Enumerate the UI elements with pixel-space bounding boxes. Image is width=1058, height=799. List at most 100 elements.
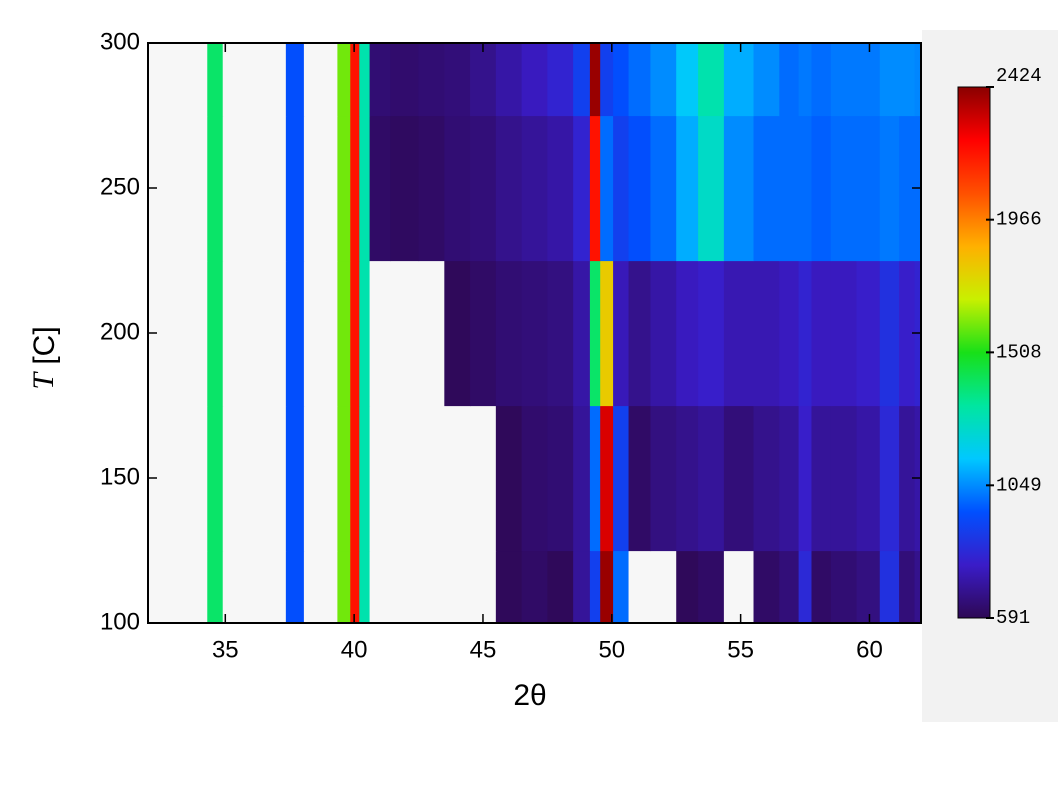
- heat-cell: [779, 260, 800, 407]
- heat-cell: [444, 43, 471, 117]
- heat-cell: [899, 550, 916, 624]
- x-tick-label: 50: [598, 636, 625, 663]
- heat-cell: [676, 43, 699, 117]
- heat-cell: [390, 43, 420, 117]
- heat-cell: [350, 43, 360, 117]
- heat-cell: [369, 405, 391, 552]
- heat-cell: [160, 260, 188, 407]
- heat-cell: [879, 115, 900, 262]
- heat-cell: [186, 550, 208, 624]
- heat-cell: [899, 43, 916, 117]
- heat-cell: [359, 43, 371, 117]
- heat-cell: [753, 43, 780, 117]
- heat-cell: [676, 405, 699, 552]
- y-tick-label: 200: [100, 318, 140, 345]
- heat-cell: [899, 260, 916, 407]
- heat-cell: [160, 115, 188, 262]
- heat-cell: [337, 550, 351, 624]
- heat-cell: [779, 43, 800, 117]
- heat-cell: [222, 43, 242, 117]
- heat-cell: [628, 405, 652, 552]
- heat-cell: [263, 405, 287, 552]
- heat-cell: [418, 43, 445, 117]
- heat-cell: [495, 405, 523, 552]
- heat-cell: [521, 260, 548, 407]
- y-tick-label: 150: [100, 463, 140, 490]
- heat-cell: [879, 43, 900, 117]
- heat-cell: [222, 115, 242, 262]
- heat-cell: [698, 550, 725, 624]
- heat-cell: [240, 115, 265, 262]
- heat-cell: [350, 115, 360, 262]
- heat-cell: [723, 43, 755, 117]
- y-tick-label: 250: [100, 173, 140, 200]
- heat-cell: [390, 260, 420, 407]
- heat-cell: [628, 260, 652, 407]
- heat-cell: [723, 115, 755, 262]
- heat-cell: [222, 260, 242, 407]
- colorbar: [957, 86, 991, 619]
- heat-cell: [303, 550, 322, 624]
- heat-cell: [303, 260, 322, 407]
- heat-cell: [650, 115, 677, 262]
- heat-cell: [811, 405, 832, 552]
- heat-cell: [470, 260, 497, 407]
- axes: 35 40 45 50 55 60 100 150 200 250 300: [100, 28, 921, 663]
- heat-cell: [650, 43, 677, 117]
- heat-cell: [285, 115, 305, 262]
- heat-cell: [240, 405, 265, 552]
- heat-cell: [369, 550, 391, 624]
- heat-cell: [350, 550, 360, 624]
- heat-cell: [160, 43, 188, 117]
- heat-cell: [830, 405, 858, 552]
- y-tick-label: 100: [100, 608, 140, 635]
- heat-cell: [285, 405, 305, 552]
- heat-cell: [830, 43, 858, 117]
- heat-cell: [495, 115, 523, 262]
- x-tick-label: 45: [470, 636, 497, 663]
- heat-cell: [753, 260, 780, 407]
- heat-cell: [856, 260, 881, 407]
- heat-cell: [418, 550, 445, 624]
- heat-cell: [811, 115, 832, 262]
- heat-cell: [600, 115, 614, 262]
- heat-cell: [359, 405, 371, 552]
- heat-cell: [856, 43, 881, 117]
- heat-cell: [779, 550, 800, 624]
- heat-cell: [320, 550, 338, 624]
- heat-cell: [589, 260, 601, 407]
- heat-cell: [723, 550, 755, 624]
- heat-cell: [521, 550, 548, 624]
- heat-cell: [521, 43, 548, 117]
- heat-cell: [240, 43, 265, 117]
- x-tick-label: 40: [341, 636, 368, 663]
- y-axis-label-unit: [C]: [28, 326, 61, 373]
- heat-cell: [879, 550, 900, 624]
- heat-cell: [359, 550, 371, 624]
- heat-cell: [779, 405, 800, 552]
- heat-cell: [240, 550, 265, 624]
- heat-cell: [390, 115, 420, 262]
- heat-cell: [186, 405, 208, 552]
- heat-cell: [798, 43, 813, 117]
- heat-cell: [303, 43, 322, 117]
- y-axis-label-symbol: T: [27, 371, 60, 390]
- heat-cell: [676, 115, 699, 262]
- heat-cell: [830, 550, 858, 624]
- heat-cell: [369, 43, 391, 117]
- heat-cell: [798, 260, 813, 407]
- heat-cell: [350, 260, 360, 407]
- plot-frame: [147, 42, 922, 624]
- heat-cell: [811, 260, 832, 407]
- heat-cell: [676, 550, 699, 624]
- colorbar-tick-label: 1508: [996, 341, 1042, 363]
- heat-cell: [830, 115, 858, 262]
- heat-cell: [495, 43, 523, 117]
- heat-cell: [698, 260, 725, 407]
- heat-cell: [470, 405, 497, 552]
- heat-cell: [573, 405, 591, 552]
- heat-cell: [160, 405, 188, 552]
- heat-cell: [600, 550, 614, 624]
- heat-cell: [337, 115, 351, 262]
